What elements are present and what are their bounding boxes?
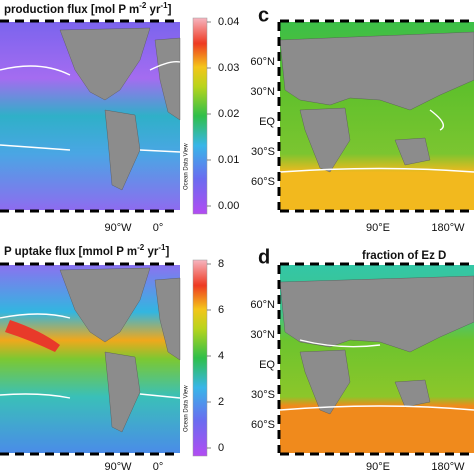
contour [0, 60, 181, 153]
contour [279, 339, 474, 411]
colorbar-label: Ocean Data View [184, 385, 190, 432]
title-sup: -2 [139, 1, 147, 10]
title-part: yr [146, 4, 161, 16]
contour [0, 313, 181, 399]
land [279, 275, 474, 415]
x-label: 90°W [104, 461, 132, 473]
title-sup: -2 [137, 243, 145, 252]
panel-letter: c [258, 4, 269, 26]
x-label: 0° [153, 222, 164, 234]
x-label: 90°W [104, 222, 132, 234]
panel-title: production flux [mol P m-2 yr-1] [4, 1, 172, 16]
y-label: 30°S [251, 389, 275, 401]
colorbar-tick-label: 0.01 [218, 154, 239, 166]
panel-letter: d [258, 246, 270, 268]
title-part: ] [168, 4, 172, 16]
panel-title: P uptake flux [mmol P m-2 yr-1] [4, 243, 169, 258]
land [279, 31, 474, 173]
y-label: 60°N [250, 56, 275, 68]
panel-d: d fraction of Ez D 90°E 180°W [258, 246, 474, 473]
x-label: 180°W [431, 461, 465, 473]
land [59, 267, 181, 433]
title-sup: -1 [160, 1, 168, 10]
y-label: 60°S [251, 419, 275, 431]
y-label: 30°N [250, 86, 275, 98]
title-part: ] [165, 246, 169, 258]
x-label: 180°W [431, 222, 465, 234]
y-label: 30°S [251, 146, 275, 158]
x-label: 0° [153, 461, 164, 473]
colorbar-tick-label: 0.03 [218, 62, 239, 74]
colorbar-tick-label: 4 [218, 350, 224, 362]
x-label: 90°E [366, 461, 390, 473]
y-label: EQ [259, 116, 275, 128]
colorbar-tick-label: 2 [218, 396, 224, 408]
x-label: 90°E [366, 222, 390, 234]
panel-c: c 90°E 180°W [258, 4, 474, 234]
title-part: yr [144, 246, 159, 258]
colorbar-label: Ocean Data View [184, 143, 190, 190]
title-part: P uptake flux [mmol P m [4, 246, 137, 258]
colorbar-tick-label: 6 [218, 304, 224, 316]
contour [279, 109, 474, 173]
title-part: production flux [mol P m [4, 4, 139, 16]
panel-a: production flux [mol P m-2 yr-1] Ocean D… [0, 1, 208, 234]
colorbar-tick-label: 0 [218, 442, 224, 454]
y-label: EQ [259, 359, 275, 371]
hotspot [5, 320, 60, 352]
y-label: 60°S [251, 176, 275, 188]
y-label: 60°N [250, 299, 275, 311]
y-label: 30°N [250, 329, 275, 341]
colorbar-tick-label: 8 [218, 258, 224, 270]
colorbar [192, 17, 208, 215]
panel-title: fraction of Ez D [362, 250, 446, 262]
colorbar-tick-label: 0.04 [218, 16, 239, 28]
colorbar [192, 259, 208, 457]
colorbar-tick-label: 0.02 [218, 108, 239, 120]
panel-b: P uptake flux [mmol P m-2 yr-1] Ocean Da… [0, 243, 208, 473]
land [59, 27, 181, 191]
colorbar-tick-label: 0.00 [218, 200, 239, 212]
title-sup: -1 [158, 243, 166, 252]
